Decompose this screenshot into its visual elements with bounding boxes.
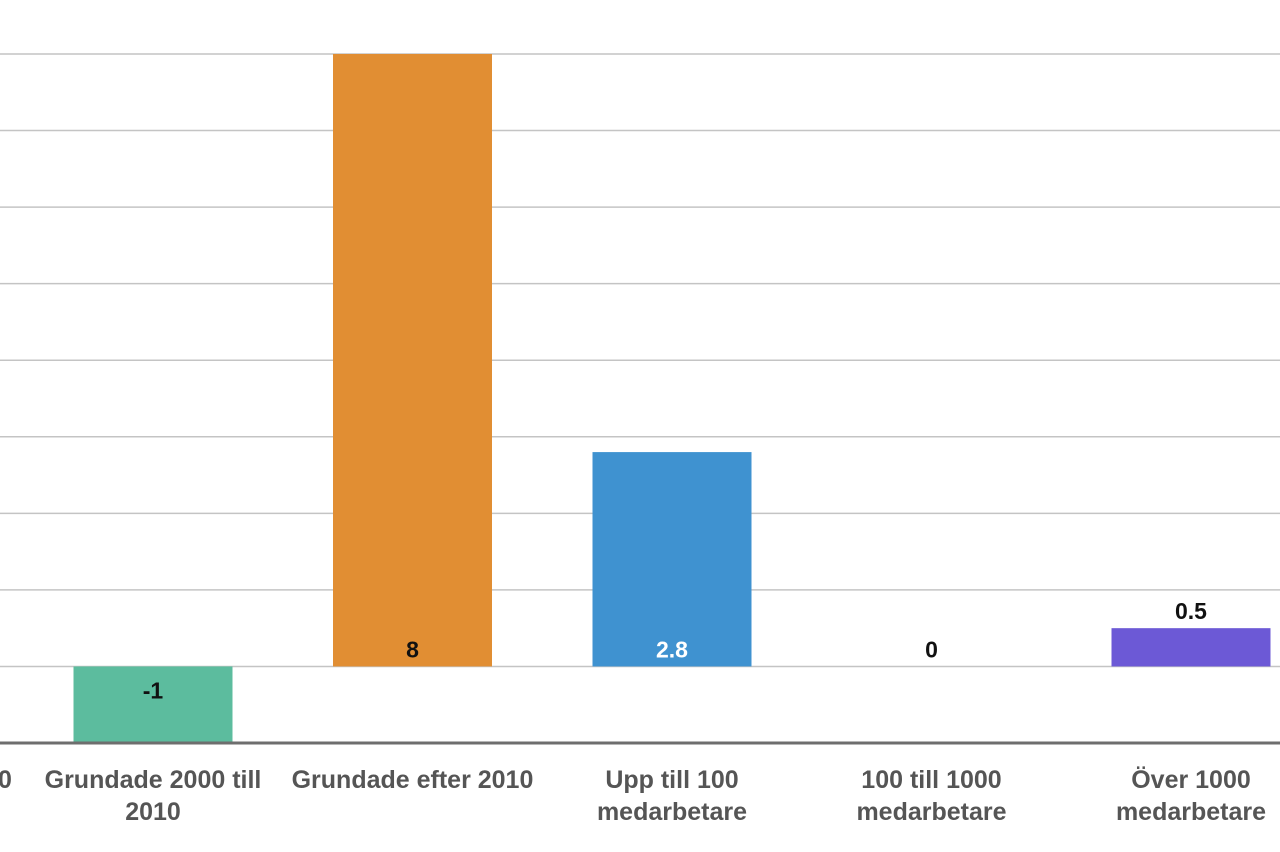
data-label: 0 <box>925 636 938 662</box>
category-label: medarbetare <box>1116 798 1266 826</box>
data-label: 0.5 <box>1175 598 1207 624</box>
data-label: 8 <box>406 636 419 662</box>
category-labels: Grundade 2000 till 2010 Grundade efter 201… <box>45 765 1267 826</box>
category-label: medarbetare <box>856 798 1006 826</box>
cut-off-category-label: 0 <box>0 766 12 794</box>
category-label: Grundade 2000 till <box>45 766 262 794</box>
data-label: -1 <box>143 677 164 703</box>
category-label: Upp till 100 <box>605 766 738 794</box>
bar <box>592 452 752 667</box>
bars <box>73 54 1271 743</box>
category-label: Över 1000 <box>1131 765 1251 794</box>
category-label: medarbetare <box>597 798 747 826</box>
gridlines <box>0 53 1280 668</box>
category-label: Grundade efter 2010 <box>292 766 534 794</box>
data-label: 2.8 <box>656 636 688 662</box>
category-label: 100 till 1000 <box>861 766 1001 794</box>
data-labels: -1 8 2.8 0 0.5 <box>143 598 1207 703</box>
bar <box>73 666 233 743</box>
category-label: 2010 <box>125 798 181 826</box>
bar <box>1111 628 1271 667</box>
bar <box>333 54 492 667</box>
